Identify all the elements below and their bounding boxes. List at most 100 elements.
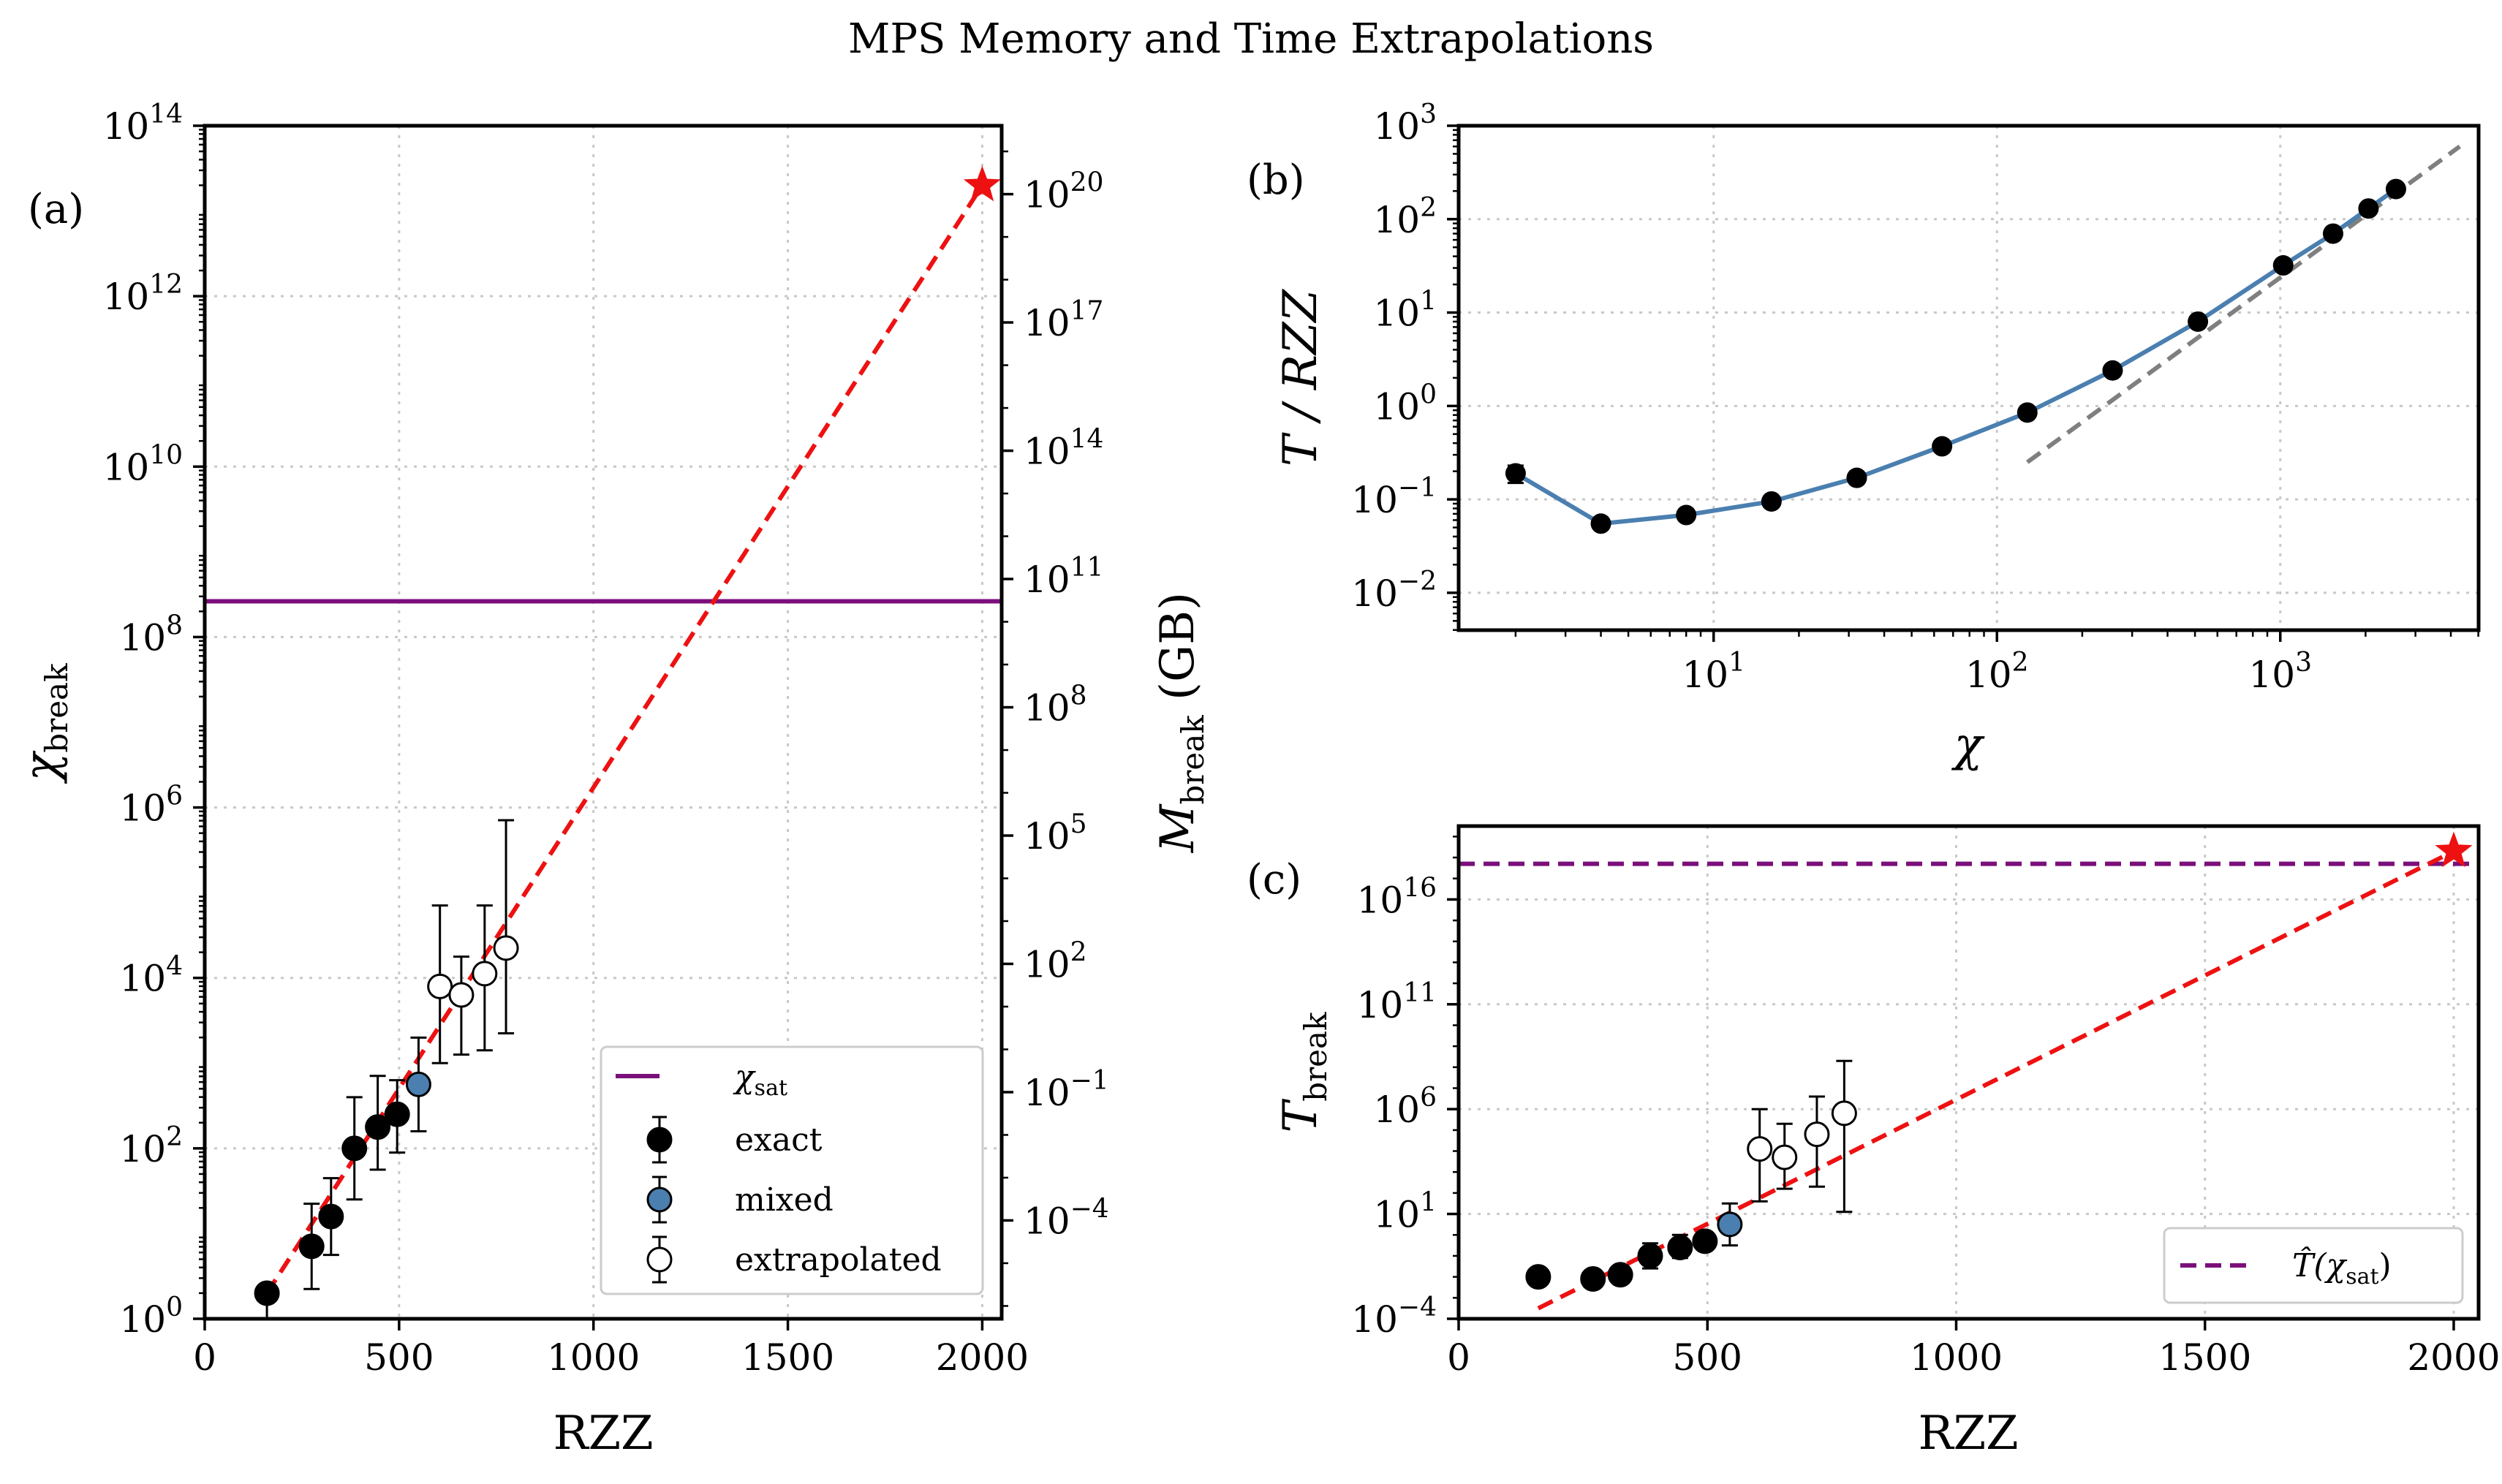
panel-c-star-marker bbox=[2435, 831, 2473, 868]
panel-a-point-extrapolated bbox=[472, 961, 498, 987]
panel-a-xtick-label: 2000 bbox=[936, 1336, 1029, 1379]
panel-a-ytick-label: 106 bbox=[119, 781, 183, 830]
panel-b-point bbox=[2385, 178, 2406, 200]
panel-a-ytick-label: 1012 bbox=[103, 270, 183, 318]
panel-b-asymptote-line bbox=[2026, 144, 2461, 464]
panel-a-rtick-label: 10−4 bbox=[1024, 1194, 1109, 1242]
panel-c-point-mixed bbox=[1717, 1211, 1743, 1238]
panel-b-xtick-label: 101 bbox=[1682, 648, 1745, 696]
panel-a-point-exact bbox=[298, 1233, 325, 1260]
panel-a-ytick-label: 1010 bbox=[103, 440, 183, 488]
panel-c-xtick-label: 2000 bbox=[2407, 1336, 2500, 1379]
panel-b-series bbox=[1505, 144, 2461, 534]
panel-a-frame bbox=[203, 124, 1004, 1321]
panel-b-point bbox=[2102, 360, 2123, 381]
panel-a-rtick-label: 108 bbox=[1024, 681, 1087, 730]
panel-c-point-extrapolated bbox=[1772, 1144, 1798, 1170]
panel-a-series bbox=[205, 165, 1002, 1320]
panel-a-rtick-label: 102 bbox=[1024, 937, 1087, 985]
panel-a-ytick-label: 100 bbox=[119, 1292, 183, 1341]
panel-b-xtick-label: 102 bbox=[1965, 648, 2029, 696]
panel-b-grid bbox=[1459, 126, 2479, 630]
panel-b-ticks: 101 102 103 10−2 10−1 100 101 102 103 bbox=[1351, 99, 2479, 696]
legend-label-t-sat: T̂(χsat) bbox=[2292, 1246, 2392, 1290]
panel-c-point-extrapolated bbox=[1804, 1121, 1830, 1148]
panel-c-point-exact bbox=[1525, 1264, 1552, 1290]
panel-c: 0 500 1000 1500 2000 10−4 101 106 1011 1016 (c) R… bbox=[1247, 824, 2501, 1461]
panel-a-fit-line bbox=[265, 183, 984, 1295]
panel-c-fit-line bbox=[1537, 849, 2455, 1311]
panel-a-rtick-label: 10−1 bbox=[1024, 1066, 1109, 1114]
panel-c-frame bbox=[1456, 824, 2481, 1321]
panel-a: 0 500 1000 1500 2000 100 102 104 106 108 1010 1012 1… bbox=[15, 99, 1211, 1461]
panel-a-point-exact bbox=[384, 1101, 410, 1127]
panel-a-rtick-label: 1011 bbox=[1024, 553, 1103, 601]
panel-c-xlabel: RZZ bbox=[1918, 1407, 2018, 1461]
panel-a-point-exact bbox=[318, 1203, 344, 1230]
panel-c-legend-box bbox=[2163, 1227, 2464, 1304]
legend-marker-mixed bbox=[646, 1186, 673, 1213]
panel-a-ticks: 0 500 1000 1500 2000 100 102 104 106 108 1010 1012 1… bbox=[103, 99, 1109, 1379]
panel-b-ytick-label: 100 bbox=[1373, 379, 1437, 428]
figure-title: MPS Memory and Time Extrapolations bbox=[848, 15, 1654, 63]
panel-b-ytick-label: 103 bbox=[1373, 99, 1437, 148]
panel-c-xtick-label: 1000 bbox=[1910, 1336, 2003, 1379]
panel-a-point-mixed bbox=[405, 1071, 431, 1097]
panel-a-star-marker bbox=[963, 165, 1001, 202]
panel-a-legend-box bbox=[600, 1045, 984, 1295]
panel-b-ylabel: T / RZZ bbox=[1274, 288, 1328, 466]
panel-b-point bbox=[1846, 467, 1867, 488]
panel-c-xtick-label: 1500 bbox=[2158, 1336, 2251, 1379]
panel-b-point bbox=[1761, 491, 1782, 512]
panel-a-xtick-label: 1000 bbox=[547, 1336, 640, 1379]
panel-a-point-exact bbox=[254, 1280, 280, 1306]
panel-c-ytick-label: 10−4 bbox=[1351, 1292, 1437, 1341]
panel-b-point bbox=[1505, 463, 1526, 484]
panel-c-point-exact bbox=[1580, 1266, 1606, 1292]
panel-b-ytick-label: 101 bbox=[1373, 287, 1437, 335]
panel-a-ylabel-right: Mbreak (GB) bbox=[1151, 592, 1211, 853]
panel-b-point bbox=[2188, 311, 2209, 332]
panel-c-point-exact bbox=[1692, 1228, 1718, 1254]
panel-c-series bbox=[1459, 831, 2479, 1311]
legend-label-mixed: mixed bbox=[735, 1181, 834, 1219]
panel-c-point-exact bbox=[1667, 1234, 1693, 1260]
panel-b-point bbox=[2322, 223, 2343, 244]
panel-a-point-extrapolated bbox=[427, 973, 453, 999]
panel-c-legend: T̂(χsat) bbox=[2163, 1227, 2464, 1304]
panel-b-frame bbox=[1456, 124, 2481, 632]
panel-a-rtick-label: 1020 bbox=[1024, 168, 1103, 216]
panel-a-point-extrapolated bbox=[448, 982, 475, 1008]
panel-c-xtick-label: 0 bbox=[1447, 1336, 1470, 1379]
panel-c-point-exact bbox=[1637, 1243, 1663, 1269]
panel-b-ytick-label: 10−1 bbox=[1351, 473, 1437, 521]
panel-a-ytick-label: 104 bbox=[119, 952, 183, 1000]
panel-c-ylabel: Tbreak bbox=[1274, 1012, 1334, 1133]
legend-label-extrapolated: extrapolated bbox=[735, 1241, 942, 1279]
panel-b-xtick-label: 103 bbox=[2248, 648, 2312, 696]
panel-a-point-exact bbox=[341, 1135, 368, 1162]
panel-b-point bbox=[1676, 504, 1697, 526]
panel-c-ytick-label: 1011 bbox=[1357, 978, 1437, 1026]
panel-b-ytick-label: 102 bbox=[1373, 193, 1437, 241]
panel-b-point bbox=[2017, 402, 2038, 423]
panel-a-xlabel: RZZ bbox=[553, 1407, 653, 1461]
panel-a-ylabel-left: χbreak bbox=[15, 663, 75, 784]
panel-b-point bbox=[1590, 513, 1611, 534]
panel-b-point bbox=[2272, 255, 2294, 276]
legend-label-exact: exact bbox=[735, 1121, 823, 1159]
panel-b-series-line bbox=[1514, 187, 2397, 526]
panel-c-ytick-label: 101 bbox=[1373, 1188, 1437, 1236]
panel-a-ytick-label: 102 bbox=[119, 1122, 183, 1170]
panel-b-ytick-label: 10−2 bbox=[1351, 567, 1437, 615]
panel-c-ytick-label: 106 bbox=[1373, 1083, 1437, 1131]
legend-label-chi-sat: χsat bbox=[733, 1059, 787, 1101]
panel-a-point-extrapolated bbox=[493, 935, 519, 961]
panel-c-point-extrapolated bbox=[1747, 1136, 1773, 1162]
panel-a-xtick-label: 500 bbox=[364, 1336, 434, 1379]
panel-c-point-extrapolated bbox=[1831, 1100, 1857, 1127]
panel-c-label: (c) bbox=[1247, 856, 1301, 904]
panel-a-ytick-label: 108 bbox=[119, 610, 183, 659]
panel-a-xtick-label: 0 bbox=[193, 1336, 216, 1379]
